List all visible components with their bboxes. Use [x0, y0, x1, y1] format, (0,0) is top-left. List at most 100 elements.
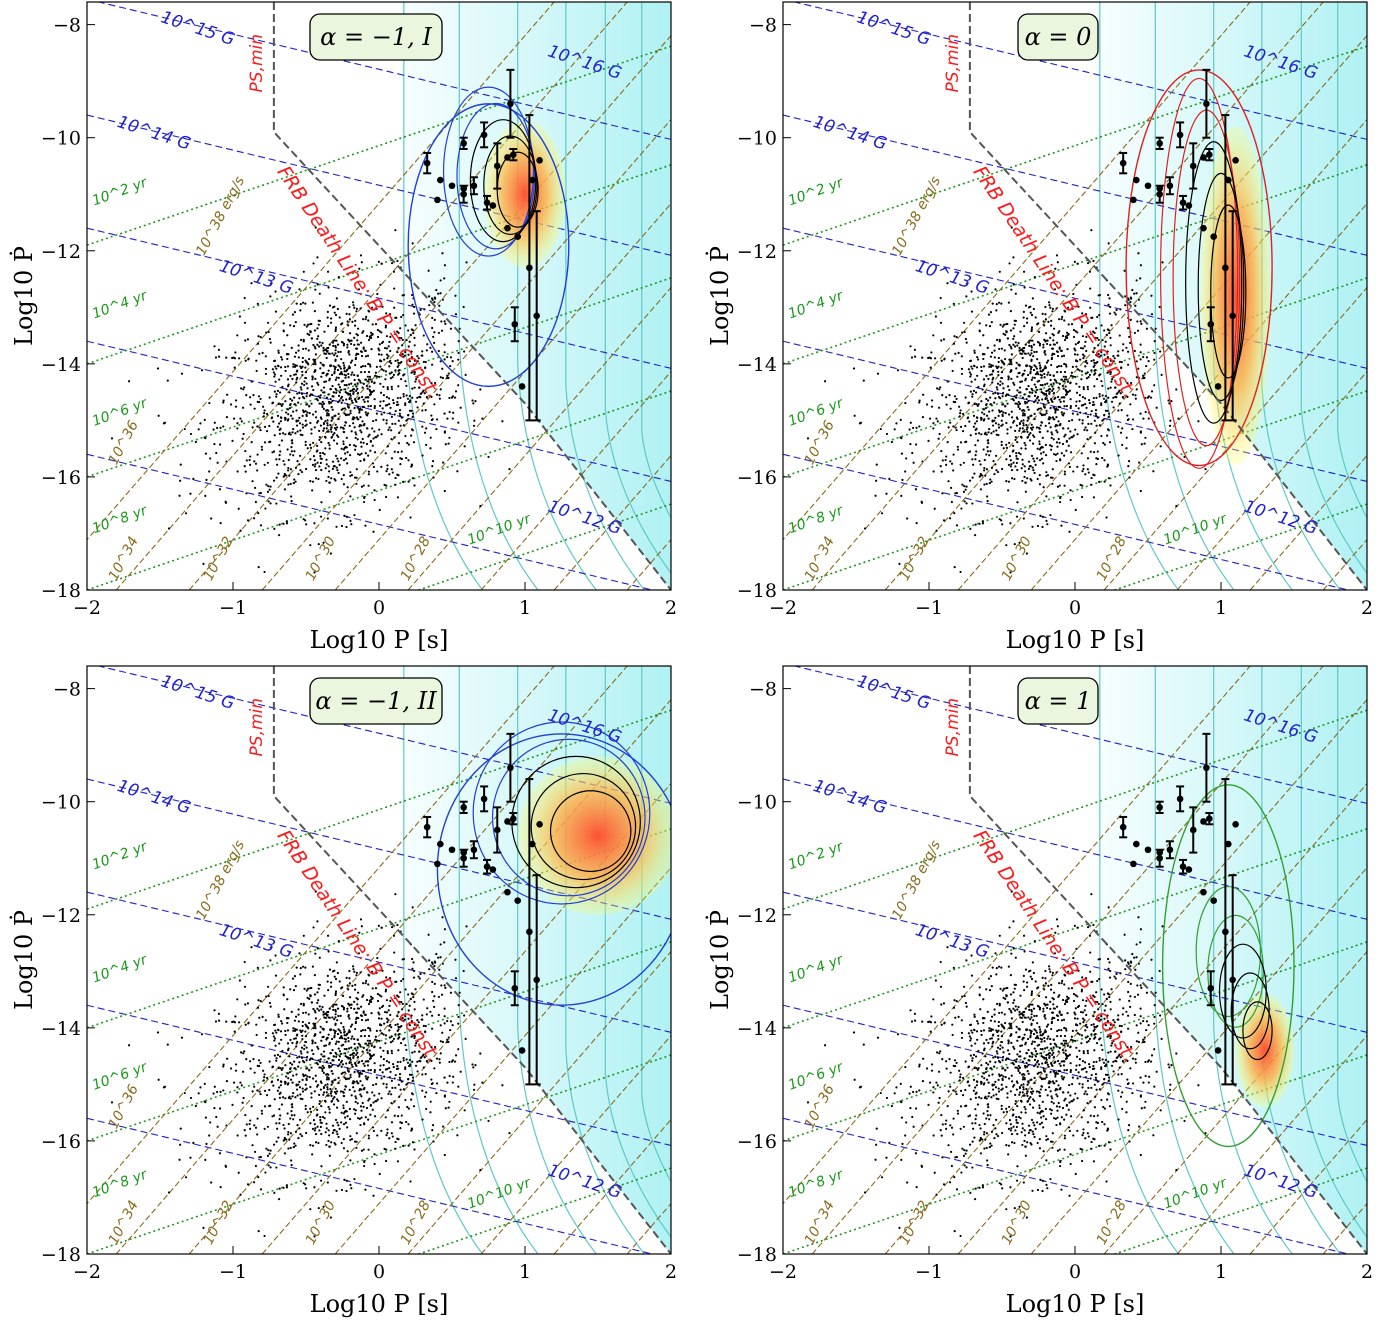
- pulsar-point: [1033, 351, 1035, 353]
- pulsar-point: [333, 1129, 335, 1131]
- pulsar-point: [994, 391, 996, 393]
- pulsar-point: [215, 356, 217, 358]
- pulsar-point: [354, 1141, 356, 1143]
- pulsar-point: [319, 1119, 321, 1121]
- pulsar-point: [1098, 481, 1100, 483]
- pulsar-point: [239, 1082, 241, 1084]
- pulsar-point: [313, 1119, 315, 1121]
- pulsar-point: [286, 334, 288, 336]
- pulsar-point: [971, 396, 973, 398]
- pulsar-point: [391, 423, 393, 425]
- pulsar-point: [1049, 444, 1051, 446]
- pulsar-point: [1100, 324, 1102, 326]
- pulsar-point: [379, 948, 381, 950]
- pulsar-point: [431, 317, 433, 319]
- pulsar-point: [963, 491, 965, 493]
- pulsar-point: [1036, 368, 1038, 370]
- pulsar-point: [411, 428, 413, 430]
- magnetar-point: [471, 182, 478, 189]
- pulsar-point: [1047, 360, 1049, 362]
- pulsar-point: [349, 454, 351, 456]
- pulsar-point: [1010, 363, 1012, 365]
- pulsar-point: [1119, 402, 1121, 404]
- pulsar-point: [251, 1044, 253, 1046]
- pulsar-point: [999, 397, 1001, 399]
- pulsar-point: [330, 1065, 332, 1067]
- pulsar-point: [479, 505, 481, 507]
- pulsar-point: [361, 1060, 363, 1062]
- pulsar-point: [1063, 485, 1065, 487]
- pulsar-point: [296, 303, 298, 305]
- pulsar-point: [291, 1011, 293, 1013]
- pulsar-point: [231, 440, 233, 442]
- pulsar-point: [1167, 1063, 1169, 1065]
- pulsar-point: [444, 984, 446, 986]
- pulsar-point: [444, 1022, 446, 1024]
- pulsar-point: [399, 1127, 401, 1129]
- pulsar-point: [226, 394, 228, 396]
- pulsar-point: [330, 401, 332, 403]
- pulsar-point: [1137, 252, 1139, 254]
- pulsar-point: [1122, 349, 1124, 351]
- pulsar-point: [1082, 468, 1084, 470]
- pulsar-point: [256, 1133, 258, 1135]
- pulsar-point: [277, 390, 279, 392]
- pulsar-point: [256, 425, 258, 427]
- pulsar-point: [290, 1132, 292, 1134]
- pulsar-point: [295, 1016, 297, 1018]
- magnetar-point: [424, 160, 431, 167]
- pulsar-point: [305, 1025, 307, 1027]
- pulsar-point: [1061, 316, 1063, 318]
- pulsar-point: [273, 1192, 275, 1194]
- pulsar-point: [1139, 344, 1141, 346]
- pulsar-point: [1038, 440, 1040, 442]
- pulsar-point: [1061, 318, 1063, 320]
- pulsar-point: [296, 1029, 298, 1031]
- pulsar-point: [304, 377, 306, 379]
- pulsar-point: [1073, 336, 1075, 338]
- pulsar-point: [320, 1121, 322, 1123]
- pulsar-point: [377, 1099, 379, 1101]
- pulsar-point: [328, 1016, 330, 1018]
- pulsar-point: [218, 349, 220, 351]
- pulsar-point: [281, 1103, 283, 1105]
- pulsar-point: [291, 1114, 293, 1116]
- pulsar-point: [1039, 515, 1041, 517]
- pulsar-point: [334, 352, 336, 354]
- pulsar-point: [978, 432, 980, 434]
- pulsar-point: [1142, 356, 1144, 358]
- pulsar-point: [329, 968, 331, 970]
- pulsar-point: [370, 1012, 372, 1014]
- pulsar-point: [430, 414, 432, 416]
- pulsar-point: [273, 450, 275, 452]
- pulsar-point: [383, 400, 385, 402]
- pulsar-point: [312, 1077, 314, 1079]
- pulsar-point: [327, 989, 329, 991]
- pulsar-point: [1095, 413, 1097, 415]
- pulsar-point: [1077, 263, 1079, 265]
- pulsar-point: [1042, 516, 1044, 518]
- pulsar-point: [218, 355, 220, 357]
- pulsar-point: [258, 566, 260, 568]
- pulsar-point: [1128, 476, 1130, 478]
- pulsar-point: [278, 422, 280, 424]
- pulsar-point: [157, 367, 159, 369]
- pulsar-point: [944, 459, 946, 461]
- pulsar-point: [1032, 297, 1034, 299]
- pulsar-point: [897, 369, 899, 371]
- pulsar-point: [1006, 432, 1008, 434]
- pulsar-point: [933, 470, 935, 472]
- pulsar-point: [306, 989, 308, 991]
- pulsar-point: [423, 972, 425, 974]
- pulsar-point: [407, 329, 409, 331]
- pulsar-point: [947, 480, 949, 482]
- pulsar-point: [178, 495, 180, 497]
- pulsar-point: [995, 422, 997, 424]
- pulsar-point: [937, 420, 939, 422]
- pulsar-point: [1043, 1037, 1045, 1039]
- pulsar-point: [1015, 293, 1017, 295]
- pulsar-point: [219, 1152, 221, 1154]
- pulsar-point: [314, 1123, 316, 1125]
- pulsar-point: [1013, 478, 1015, 480]
- pulsar-point: [332, 1006, 334, 1008]
